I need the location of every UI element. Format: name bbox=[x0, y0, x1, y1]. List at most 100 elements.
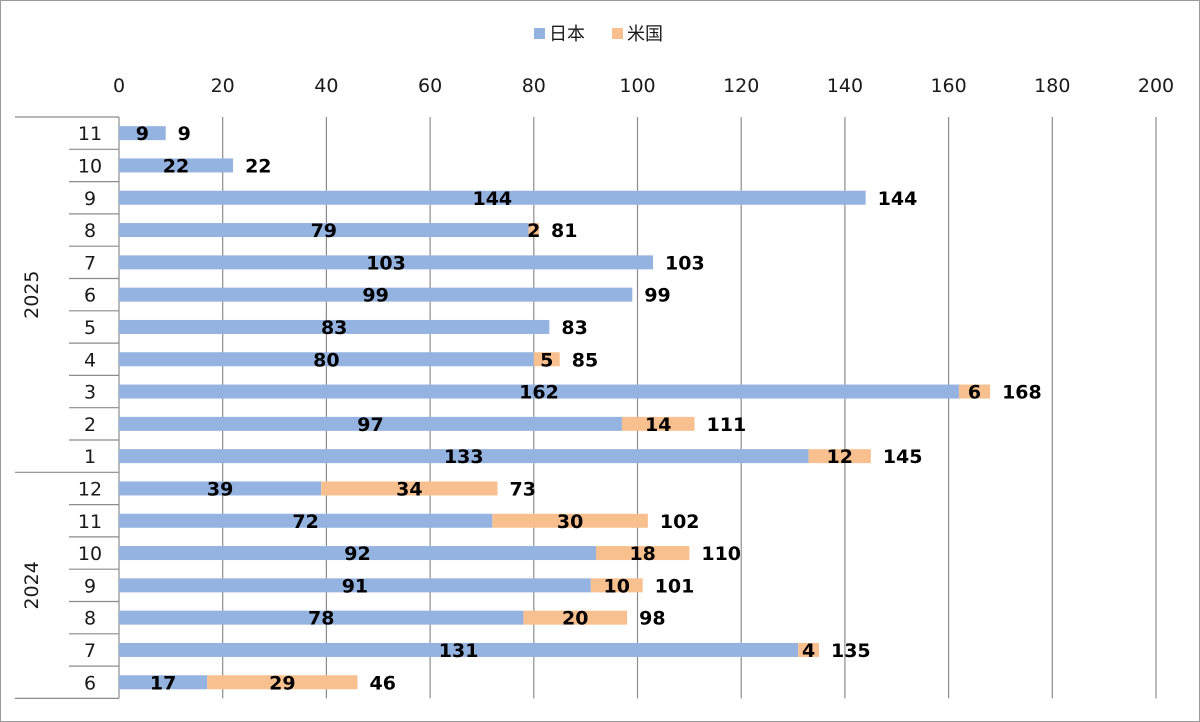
data-label-usa: 34 bbox=[396, 478, 422, 500]
category-label: 11 bbox=[78, 123, 102, 145]
bar-japan bbox=[119, 190, 866, 205]
bar-usa bbox=[596, 546, 690, 561]
x-tick-label: 20 bbox=[211, 75, 235, 97]
data-label-japan: 39 bbox=[207, 478, 233, 500]
data-label-total: 101 bbox=[655, 575, 695, 597]
data-label-usa: 6 bbox=[968, 382, 981, 404]
bar-japan bbox=[119, 675, 208, 690]
category-label: 9 bbox=[84, 188, 96, 210]
category-label: 7 bbox=[84, 252, 96, 274]
bar-japan bbox=[119, 610, 524, 625]
data-label-usa: 4 bbox=[802, 640, 815, 662]
data-label-total: 9 bbox=[178, 123, 191, 145]
legend-label-usa: 米国 bbox=[627, 24, 663, 45]
category-label: 3 bbox=[84, 382, 96, 404]
x-tick-label: 100 bbox=[619, 75, 655, 97]
data-label-japan: 79 bbox=[311, 220, 337, 242]
data-label-total: 110 bbox=[701, 543, 741, 565]
category-label: 6 bbox=[84, 672, 96, 694]
data-label-total: 111 bbox=[707, 414, 747, 436]
data-label-usa: 14 bbox=[645, 414, 671, 436]
x-tick-label: 60 bbox=[418, 75, 442, 97]
data-label-japan: 131 bbox=[439, 640, 479, 662]
data-label-total: 145 bbox=[883, 446, 923, 468]
bar-usa bbox=[492, 513, 648, 528]
x-tick-label: 200 bbox=[1138, 75, 1174, 97]
data-label-japan: 78 bbox=[308, 608, 334, 630]
legend: 日本 米国 bbox=[534, 24, 663, 45]
bar-usa bbox=[523, 610, 628, 625]
legend-label-japan: 日本 bbox=[549, 24, 585, 45]
bar-usa bbox=[207, 675, 358, 690]
bar-usa bbox=[621, 416, 695, 431]
data-label-japan: 162 bbox=[519, 382, 559, 404]
bar-usa bbox=[533, 352, 560, 367]
category-label: 5 bbox=[84, 317, 96, 339]
data-label-total: 83 bbox=[561, 317, 587, 339]
data-label-usa: 30 bbox=[557, 511, 583, 533]
year-group-label: 2024 bbox=[21, 561, 43, 609]
bar-usa bbox=[321, 481, 498, 496]
category-label: 8 bbox=[84, 220, 96, 242]
bar-japan bbox=[119, 513, 493, 528]
gridlines bbox=[222, 117, 1157, 699]
bar-japan bbox=[119, 126, 166, 141]
data-label-total: 99 bbox=[644, 285, 670, 307]
category-label: 1 bbox=[84, 446, 96, 468]
data-label-total: 22 bbox=[245, 155, 271, 177]
category-label: 6 bbox=[84, 285, 96, 307]
data-label-japan: 97 bbox=[357, 414, 383, 436]
bar-japan bbox=[119, 449, 809, 464]
bar-japan bbox=[119, 546, 597, 561]
bar-japan bbox=[119, 255, 654, 270]
data-label-japan: 103 bbox=[366, 252, 406, 274]
bar-japan bbox=[119, 578, 591, 593]
bar-usa bbox=[590, 578, 643, 593]
bar-usa bbox=[528, 223, 539, 238]
data-label-total: 98 bbox=[639, 608, 665, 630]
data-label-usa: 2 bbox=[527, 220, 540, 242]
bar-japan bbox=[119, 223, 529, 238]
data-label-total: 46 bbox=[370, 672, 396, 694]
category-label: 4 bbox=[84, 349, 96, 371]
data-label-total: 85 bbox=[572, 349, 598, 371]
bar-japan bbox=[119, 352, 534, 367]
data-label-japan: 99 bbox=[362, 285, 388, 307]
data-label-japan: 133 bbox=[444, 446, 484, 468]
bar-japan bbox=[119, 158, 234, 173]
data-label-japan: 80 bbox=[313, 349, 339, 371]
x-tick-label: 140 bbox=[827, 75, 863, 97]
data-label-total: 73 bbox=[510, 478, 536, 500]
bar-usa bbox=[808, 449, 871, 464]
data-label-japan: 83 bbox=[321, 317, 347, 339]
category-axis: 11 10 9 8 7 6 5 4 3 2 1 2025 12 11 10 9 8 7 6 2024 bbox=[15, 116, 120, 700]
data-label-total: 103 bbox=[665, 252, 705, 274]
year-group-label: 2025 bbox=[21, 270, 43, 318]
bar-usa bbox=[958, 384, 991, 399]
x-tick-label: 80 bbox=[522, 75, 546, 97]
bar-japan bbox=[119, 287, 633, 302]
data-label-usa: 29 bbox=[269, 672, 295, 694]
data-label-japan: 91 bbox=[342, 575, 368, 597]
data-label-total: 102 bbox=[660, 511, 700, 533]
category-label: 9 bbox=[84, 575, 96, 597]
legend-swatch-japan bbox=[534, 28, 545, 39]
data-label-usa: 10 bbox=[604, 575, 630, 597]
category-label: 8 bbox=[84, 608, 96, 630]
data-label-total: 168 bbox=[1002, 382, 1042, 404]
bar-japan bbox=[119, 384, 959, 399]
data-label-usa: 18 bbox=[629, 543, 655, 565]
legend-swatch-usa bbox=[612, 28, 623, 39]
x-tick-label: 180 bbox=[1034, 75, 1070, 97]
bars bbox=[119, 126, 991, 690]
data-label-japan: 92 bbox=[344, 543, 370, 565]
category-label: 12 bbox=[78, 478, 102, 500]
data-label-japan: 17 bbox=[150, 672, 176, 694]
category-label: 11 bbox=[78, 511, 102, 533]
data-label-total: 144 bbox=[878, 188, 918, 210]
x-tick-label: 120 bbox=[723, 75, 759, 97]
data-label-japan: 9 bbox=[136, 123, 149, 145]
